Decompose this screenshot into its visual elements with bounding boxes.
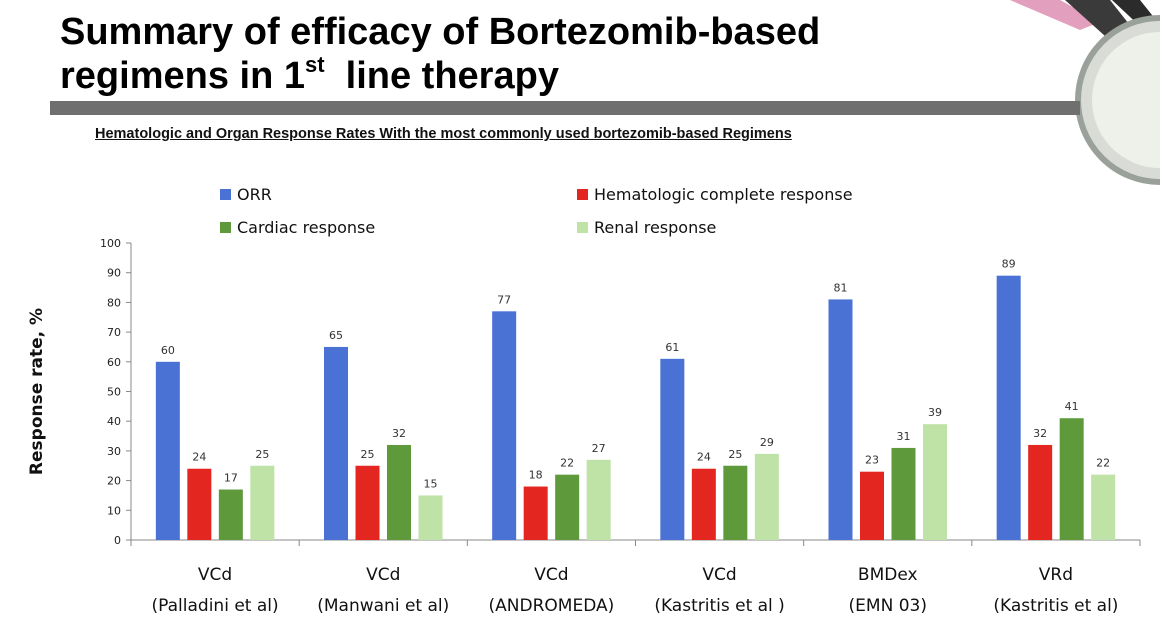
bar (250, 465, 275, 540)
data-label: 17 (224, 472, 238, 485)
legend-swatch (220, 222, 231, 233)
category-sublabel: (ANDROMEDA) (489, 596, 615, 616)
bar (691, 468, 716, 540)
category-sublabel: (Kastritis et al ) (654, 596, 785, 616)
y-tick-label: 80 (107, 296, 121, 309)
y-tick-label: 90 (107, 267, 121, 280)
data-label: 25 (255, 448, 269, 461)
bar (723, 465, 748, 540)
legend-label: Cardiac response (237, 218, 375, 237)
bar (860, 471, 884, 540)
category-label: VCd (702, 565, 736, 585)
bar (387, 444, 411, 540)
data-label: 32 (1033, 427, 1047, 440)
y-tick-label: 30 (107, 445, 121, 458)
category-label: VRd (1039, 565, 1073, 585)
data-label: 60 (161, 344, 175, 357)
data-label: 39 (928, 406, 942, 419)
data-label: 32 (392, 427, 406, 440)
bar (492, 311, 517, 540)
data-label: 29 (760, 436, 774, 449)
category-label: VCd (198, 565, 232, 585)
bar (187, 468, 212, 540)
bar (1028, 444, 1053, 540)
bar (828, 299, 853, 540)
bar (555, 474, 580, 540)
bar (418, 495, 443, 540)
data-label: 77 (497, 293, 511, 306)
category-label: VCd (366, 565, 400, 585)
data-label: 65 (329, 329, 343, 342)
data-label: 61 (665, 341, 679, 354)
bar (891, 447, 916, 540)
data-label: 22 (1096, 457, 1110, 470)
bar (660, 358, 685, 540)
data-label: 23 (865, 454, 879, 467)
bar (1091, 474, 1116, 540)
legend-swatch (577, 189, 588, 200)
title-rule (50, 101, 1080, 115)
title-line-2: regimens in 1st line therapy (60, 54, 1020, 98)
data-label: 18 (529, 469, 543, 482)
y-tick-label: 100 (100, 237, 121, 250)
title-line-1: Summary of efficacy of Bortezomib-based (60, 11, 821, 53)
legend-label: ORR (237, 185, 272, 204)
data-label: 27 (592, 442, 606, 455)
data-label: 24 (192, 451, 206, 464)
title-superscript: st (304, 52, 325, 77)
y-tick-label: 60 (107, 356, 121, 369)
y-axis-label: Response rate, % (27, 308, 47, 475)
legend-swatch (577, 222, 588, 233)
data-label: 25 (361, 448, 375, 461)
y-tick-label: 10 (107, 504, 121, 517)
category-sublabel: (Kastritis et al) (993, 596, 1118, 616)
bar (155, 361, 180, 540)
bar (355, 465, 380, 540)
bar (923, 424, 947, 540)
y-tick-label: 50 (107, 386, 121, 399)
category-sublabel: (Manwani et al) (317, 596, 449, 616)
category-label: VCd (534, 565, 568, 585)
legend-label: Hematologic complete response (594, 185, 853, 204)
title-line-2-post: line therapy (324, 55, 559, 97)
bar (996, 275, 1021, 540)
slide-title: Summary of efficacy of Bortezomib-based … (60, 10, 1020, 98)
data-label: 15 (424, 477, 438, 490)
bar (218, 489, 243, 540)
y-tick-label: 20 (107, 475, 121, 488)
data-label: 81 (834, 281, 848, 294)
legend-label: Renal response (594, 218, 716, 237)
data-label: 24 (697, 451, 711, 464)
chart-title: Hematologic and Organ Response Rates Wit… (95, 126, 792, 142)
category-sublabel: (Palladini et al) (152, 596, 279, 616)
y-tick-label: 40 (107, 415, 121, 428)
data-label: 41 (1065, 400, 1079, 413)
y-tick-label: 0 (114, 534, 121, 547)
category-sublabel: (EMN 03) (849, 596, 927, 616)
bar (523, 486, 548, 540)
bar (754, 453, 779, 540)
bar (324, 346, 348, 540)
data-label: 89 (1002, 258, 1016, 271)
bar (586, 459, 611, 540)
data-label: 25 (728, 448, 742, 461)
category-label: BMDex (858, 565, 918, 585)
y-tick-label: 70 (107, 326, 121, 339)
legend-swatch (220, 189, 231, 200)
title-line-2-pre: regimens in 1 (60, 55, 305, 97)
data-label: 31 (897, 430, 911, 443)
bar (1059, 418, 1084, 540)
data-label: 22 (560, 457, 574, 470)
